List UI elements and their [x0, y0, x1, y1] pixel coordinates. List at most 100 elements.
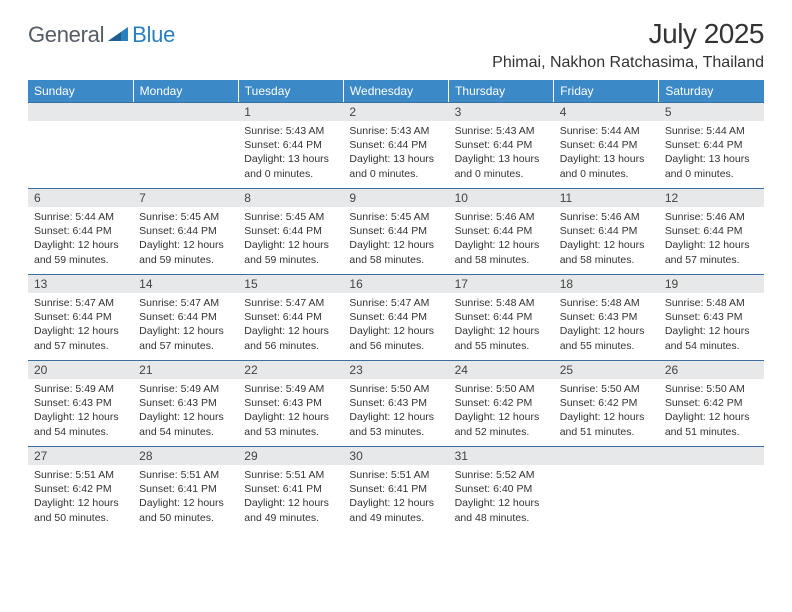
calendar-cell: 6Sunrise: 5:44 AMSunset: 6:44 PMDaylight…: [28, 188, 133, 274]
daylight-text: Daylight: 12 hours and 59 minutes.: [139, 238, 232, 266]
day-number: 11: [554, 188, 659, 207]
sunrise-text: Sunrise: 5:50 AM: [665, 382, 758, 396]
daylight-text: Daylight: 12 hours and 55 minutes.: [560, 324, 653, 352]
day-body: Sunrise: 5:44 AMSunset: 6:44 PMDaylight:…: [554, 121, 659, 188]
calendar-cell: [133, 102, 238, 188]
sunrise-text: Sunrise: 5:47 AM: [139, 296, 232, 310]
sunrise-text: Sunrise: 5:44 AM: [560, 124, 653, 138]
calendar-cell: 18Sunrise: 5:48 AMSunset: 6:43 PMDayligh…: [554, 274, 659, 360]
sunrise-text: Sunrise: 5:49 AM: [244, 382, 337, 396]
day-body: Sunrise: 5:45 AMSunset: 6:44 PMDaylight:…: [343, 207, 448, 274]
daylight-text: Daylight: 12 hours and 52 minutes.: [455, 410, 548, 438]
day-body: Sunrise: 5:49 AMSunset: 6:43 PMDaylight:…: [133, 379, 238, 446]
sunset-text: Sunset: 6:42 PM: [665, 396, 758, 410]
day-number: 3: [449, 102, 554, 121]
sunset-text: Sunset: 6:43 PM: [244, 396, 337, 410]
calendar-cell: 14Sunrise: 5:47 AMSunset: 6:44 PMDayligh…: [133, 274, 238, 360]
brand-logo: General Blue: [28, 22, 175, 48]
sunset-text: Sunset: 6:44 PM: [349, 310, 442, 324]
sunrise-text: Sunrise: 5:52 AM: [455, 468, 548, 482]
day-number: [28, 102, 133, 121]
day-number: 24: [449, 360, 554, 379]
sunrise-text: Sunrise: 5:50 AM: [349, 382, 442, 396]
day-number: 18: [554, 274, 659, 293]
calendar-cell: [28, 102, 133, 188]
sunrise-text: Sunrise: 5:49 AM: [34, 382, 127, 396]
day-number: 13: [28, 274, 133, 293]
day-body: Sunrise: 5:46 AMSunset: 6:44 PMDaylight:…: [449, 207, 554, 274]
daylight-text: Daylight: 12 hours and 56 minutes.: [244, 324, 337, 352]
day-body: [554, 465, 659, 532]
calendar-cell: 13Sunrise: 5:47 AMSunset: 6:44 PMDayligh…: [28, 274, 133, 360]
day-number: 21: [133, 360, 238, 379]
daylight-text: Daylight: 12 hours and 54 minutes.: [139, 410, 232, 438]
page-container: General Blue July 2025 Phimai, Nakhon Ra…: [0, 0, 792, 550]
sunset-text: Sunset: 6:43 PM: [349, 396, 442, 410]
calendar-cell: 7Sunrise: 5:45 AMSunset: 6:44 PMDaylight…: [133, 188, 238, 274]
sunrise-text: Sunrise: 5:47 AM: [244, 296, 337, 310]
daylight-text: Daylight: 12 hours and 51 minutes.: [560, 410, 653, 438]
daylight-text: Daylight: 13 hours and 0 minutes.: [349, 152, 442, 180]
day-number: 16: [343, 274, 448, 293]
calendar-cell: 30Sunrise: 5:51 AMSunset: 6:41 PMDayligh…: [343, 446, 448, 532]
day-number: 26: [659, 360, 764, 379]
calendar-header-row: SundayMondayTuesdayWednesdayThursdayFrid…: [28, 80, 764, 102]
daylight-text: Daylight: 13 hours and 0 minutes.: [560, 152, 653, 180]
calendar-cell: 15Sunrise: 5:47 AMSunset: 6:44 PMDayligh…: [238, 274, 343, 360]
sunrise-text: Sunrise: 5:51 AM: [139, 468, 232, 482]
calendar-cell: 2Sunrise: 5:43 AMSunset: 6:44 PMDaylight…: [343, 102, 448, 188]
sunset-text: Sunset: 6:44 PM: [244, 138, 337, 152]
brand-name-left: General: [28, 22, 104, 48]
daylight-text: Daylight: 12 hours and 50 minutes.: [34, 496, 127, 524]
day-body: Sunrise: 5:44 AMSunset: 6:44 PMDaylight:…: [659, 121, 764, 188]
day-body: Sunrise: 5:48 AMSunset: 6:44 PMDaylight:…: [449, 293, 554, 360]
day-body: Sunrise: 5:51 AMSunset: 6:41 PMDaylight:…: [343, 465, 448, 532]
sunrise-text: Sunrise: 5:46 AM: [455, 210, 548, 224]
day-body: Sunrise: 5:45 AMSunset: 6:44 PMDaylight:…: [238, 207, 343, 274]
calendar-cell: 11Sunrise: 5:46 AMSunset: 6:44 PMDayligh…: [554, 188, 659, 274]
sunset-text: Sunset: 6:41 PM: [349, 482, 442, 496]
sunset-text: Sunset: 6:44 PM: [665, 224, 758, 238]
sunset-text: Sunset: 6:44 PM: [139, 310, 232, 324]
day-number: 5: [659, 102, 764, 121]
weekday-header: Tuesday: [238, 80, 343, 102]
sunset-text: Sunset: 6:44 PM: [455, 138, 548, 152]
day-number: [554, 446, 659, 465]
calendar-cell: [554, 446, 659, 532]
daylight-text: Daylight: 12 hours and 49 minutes.: [244, 496, 337, 524]
calendar-week-row: 20Sunrise: 5:49 AMSunset: 6:43 PMDayligh…: [28, 360, 764, 446]
calendar-cell: 3 Sunrise: 5:43 AMSunset: 6:44 PMDaylight…: [449, 102, 554, 188]
day-number: 28: [133, 446, 238, 465]
header: General Blue July 2025 Phimai, Nakhon Ra…: [28, 18, 764, 72]
day-body: Sunrise: 5:50 AMSunset: 6:43 PMDaylight:…: [343, 379, 448, 446]
day-number: 7: [133, 188, 238, 207]
calendar-cell: 8Sunrise: 5:45 AMSunset: 6:44 PMDaylight…: [238, 188, 343, 274]
calendar-cell: 1Sunrise: 5:43 AMSunset: 6:44 PMDaylight…: [238, 102, 343, 188]
sunset-text: Sunset: 6:40 PM: [455, 482, 548, 496]
day-number: 17: [449, 274, 554, 293]
sunrise-text: Sunrise: 5:45 AM: [349, 210, 442, 224]
calendar-cell: 20Sunrise: 5:49 AMSunset: 6:43 PMDayligh…: [28, 360, 133, 446]
sunset-text: Sunset: 6:43 PM: [665, 310, 758, 324]
day-body: Sunrise: 5:51 AMSunset: 6:42 PMDaylight:…: [28, 465, 133, 532]
day-number: 1: [238, 102, 343, 121]
calendar-cell: 9Sunrise: 5:45 AMSunset: 6:44 PMDaylight…: [343, 188, 448, 274]
day-number: [659, 446, 764, 465]
daylight-text: Daylight: 12 hours and 51 minutes.: [665, 410, 758, 438]
daylight-text: Daylight: 12 hours and 54 minutes.: [665, 324, 758, 352]
sunset-text: Sunset: 6:43 PM: [34, 396, 127, 410]
calendar-body: 1Sunrise: 5:43 AMSunset: 6:44 PMDaylight…: [28, 102, 764, 532]
calendar-cell: 22Sunrise: 5:49 AMSunset: 6:43 PMDayligh…: [238, 360, 343, 446]
day-number: 10: [449, 188, 554, 207]
calendar-cell: 21Sunrise: 5:49 AMSunset: 6:43 PMDayligh…: [133, 360, 238, 446]
sunrise-text: Sunrise: 5:50 AM: [455, 382, 548, 396]
sunrise-text: Sunrise: 5:43 AM: [349, 124, 442, 138]
calendar-table: SundayMondayTuesdayWednesdayThursdayFrid…: [28, 80, 764, 532]
daylight-text: Daylight: 12 hours and 55 minutes.: [455, 324, 548, 352]
sunrise-text: Sunrise: 5:43 AM: [455, 124, 548, 138]
daylight-text: Daylight: 13 hours and 0 minutes.: [455, 152, 548, 180]
daylight-text: Daylight: 12 hours and 50 minutes.: [139, 496, 232, 524]
day-number: 4: [554, 102, 659, 121]
sunset-text: Sunset: 6:44 PM: [244, 310, 337, 324]
sunset-text: Sunset: 6:44 PM: [244, 224, 337, 238]
